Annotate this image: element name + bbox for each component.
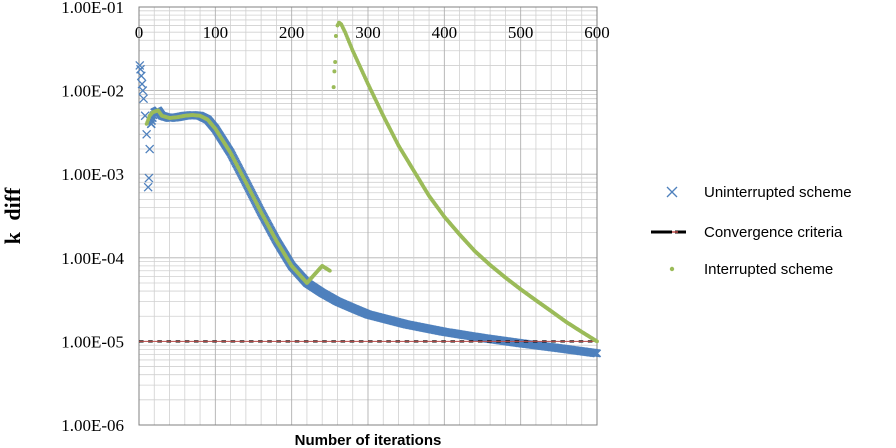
y-axis-title: k diff	[0, 187, 25, 244]
legend-item: Interrupted scheme	[669, 261, 833, 278]
legend-marker-x	[666, 186, 678, 198]
legend-label: Interrupted scheme	[704, 261, 833, 278]
data-point	[136, 71, 146, 81]
x-tick-label: 500	[508, 23, 534, 42]
x-tick-label: 0	[135, 23, 144, 42]
x-tick-label: 100	[203, 23, 229, 42]
marker-x-stroke	[147, 119, 156, 129]
marker-x-stroke	[136, 71, 146, 81]
marker-x-stroke	[147, 116, 157, 126]
marker-x-stroke	[666, 186, 678, 198]
grid	[138, 7, 598, 426]
x-tick-label: 600	[584, 23, 610, 42]
data-point	[331, 85, 336, 90]
marker-x-stroke	[135, 60, 145, 70]
data-point	[333, 59, 338, 64]
data-point	[145, 144, 155, 154]
y-tick-label: 1.00E-02	[61, 82, 124, 101]
y-tick-label: 1.00E-06	[61, 416, 124, 435]
data-point	[139, 94, 149, 104]
y-tick-label: 1.00E-05	[61, 332, 124, 351]
y-tick-label: 1.00E-03	[61, 165, 124, 184]
x-tick-label: 300	[355, 23, 381, 42]
y-tick-label: 1.00E-04	[61, 249, 124, 268]
x-tick-label: 200	[279, 23, 305, 42]
y-tick-label: 1.00E-01	[61, 0, 124, 17]
x-axis-ticks: 0 100 200 300 400 500 600	[135, 23, 610, 42]
marker-x-stroke	[139, 94, 149, 104]
series-layer	[135, 20, 602, 358]
plot-area-frame	[138, 6, 598, 426]
data-point	[327, 268, 332, 273]
series-interrupted-scheme	[144, 20, 599, 344]
marker-x-stroke	[143, 182, 153, 192]
y-axis-title-sub: diff	[0, 187, 25, 221]
legend-item: Convergence criteria	[651, 224, 843, 241]
legend-label: Convergence criteria	[704, 224, 843, 241]
marker-x-stroke	[142, 129, 152, 139]
y-axis-ticks: 1.00E-01 1.00E-02 1.00E-03 1.00E-04 1.00E-05…	[61, 0, 124, 435]
data-point	[144, 173, 154, 183]
marker-x-stroke	[145, 144, 155, 154]
marker-x-stroke	[148, 113, 157, 123]
data-point	[595, 339, 599, 344]
data-point	[333, 33, 338, 38]
marker-x-stroke	[140, 111, 150, 121]
data-point	[143, 182, 153, 192]
x-axis-title: Number of iterations	[295, 432, 442, 448]
legend-label: Uninterrupted scheme	[704, 184, 852, 201]
legend-marker-dot	[669, 266, 675, 272]
marker-x-stroke	[144, 173, 154, 183]
data-point	[592, 349, 602, 358]
x-tick-label: 400	[432, 23, 458, 42]
legend-item: Uninterrupted scheme	[666, 184, 852, 201]
y-axis-title-main: k	[0, 231, 25, 244]
data-point	[332, 69, 337, 74]
data-point	[138, 86, 148, 96]
marker-x-stroke	[138, 86, 148, 96]
marker-x-stroke	[592, 349, 602, 358]
legend: Uninterrupted scheme Convergence criteria…	[651, 184, 852, 278]
data-point	[142, 129, 152, 139]
